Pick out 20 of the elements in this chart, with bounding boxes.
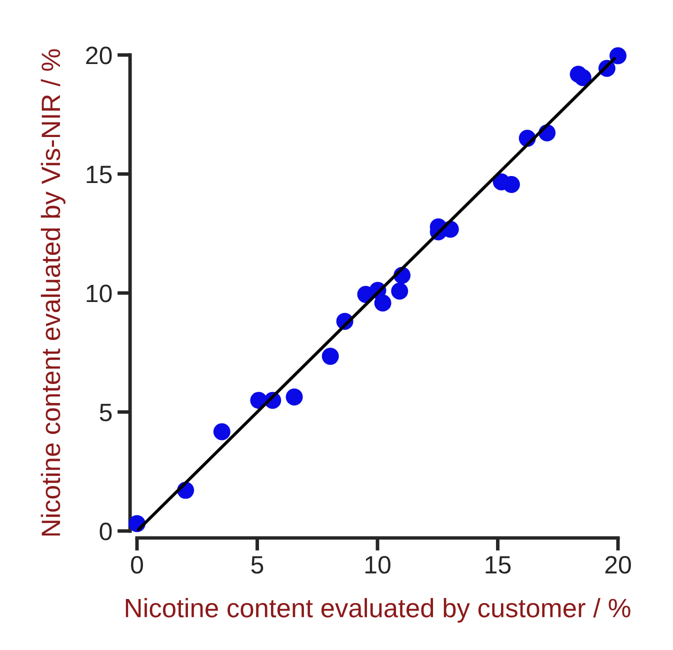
point bbox=[502, 176, 520, 193]
x-axis-title: Nicotine content evaluated by customer / % bbox=[126, 598, 630, 623]
y-tick-label: 10 bbox=[86, 284, 112, 302]
y-axis-title: Nicotine content evaluated by Vis-NIR / % bbox=[40, 49, 66, 536]
x-tick-label: 5 bbox=[251, 556, 264, 574]
point bbox=[213, 423, 230, 440]
point bbox=[374, 294, 392, 312]
point bbox=[322, 348, 339, 365]
point bbox=[609, 47, 627, 64]
x-tick-label: 15 bbox=[486, 556, 511, 574]
x-tick-label: 0 bbox=[131, 556, 143, 574]
point bbox=[286, 388, 303, 406]
y-tick-label: 20 bbox=[86, 46, 112, 64]
y-tick-label: 15 bbox=[86, 166, 112, 184]
point bbox=[391, 282, 408, 300]
y-tick-label: 0 bbox=[100, 522, 112, 540]
y-tick-label: 5 bbox=[100, 404, 112, 422]
x-tick-label: 20 bbox=[605, 556, 631, 574]
x-tick-label: 10 bbox=[366, 556, 390, 574]
point bbox=[574, 69, 592, 86]
